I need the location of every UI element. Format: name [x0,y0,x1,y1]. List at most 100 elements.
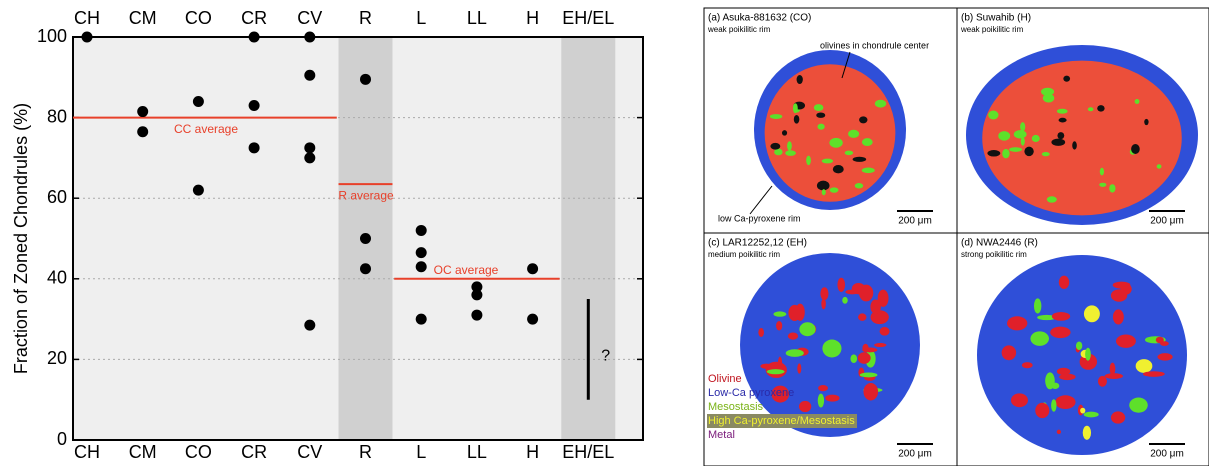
mineral-grain [1051,139,1065,146]
mineral-grain [1007,316,1027,330]
mineral-grain [1011,393,1028,407]
mineral-grain [1160,341,1169,346]
x-tick-label-top: R [359,8,372,28]
scale-label: 200 μm [1150,216,1184,227]
x-tick-label: CO [185,442,212,462]
data-point [416,314,427,325]
x-tick-label: H [526,442,539,462]
mineral-grain [862,138,873,146]
x-tick-label-top: L [416,8,426,28]
scale-label: 200 μm [1150,449,1184,460]
mineral-grain [818,385,828,391]
mineral-grain [1129,398,1148,413]
mineral-grain [799,322,815,336]
mineral-grain [1085,348,1091,361]
y-axis-label: Fraction of Zoned Chondrules (%) [11,103,31,374]
mineral-grain [880,327,890,336]
mineral-grain [1059,276,1069,289]
data-point [416,247,427,258]
mineral-grain [1047,196,1057,202]
mineral-grain [770,114,782,119]
mineral-grain [1009,147,1022,152]
x-tick-label: CH [74,442,100,462]
mineral-grain [822,159,833,164]
mineral-grain [1113,309,1124,324]
mineral-grain [822,340,841,358]
mineral-grain [875,100,886,108]
annotation: low Ca-pyroxene rim [718,213,801,223]
mineral-grain [855,183,863,188]
mineral-grain [782,130,787,135]
data-point [527,314,538,325]
mineral-grain [825,395,839,402]
mineral-grain [774,149,783,156]
panels: (a) Asuka-881632 (CO)weak poikilitic rim… [704,8,1209,466]
y-tick-label: 0 [57,429,67,449]
panel-title: (c) LAR12252,12 (EH) [708,238,807,249]
data-point [360,233,371,244]
x-tick-label-top: H [526,8,539,28]
mineral-grain [1057,132,1064,139]
mineral-grain [1144,119,1148,125]
x-tick-label-top: CM [129,8,157,28]
mineral-grain [1034,298,1041,313]
legend-entry: Low-Ca pyroxene [708,387,794,399]
y-tick-label: 100 [37,26,67,46]
mineral-grain [858,313,866,320]
average-label: CC average [174,122,238,136]
scale-label: 200 μm [898,216,932,227]
x-tick-label-top: CH [74,8,100,28]
mineral-grain [1120,284,1131,295]
mineral-grain [1072,141,1077,149]
mineral-grain [1084,412,1099,418]
data-point [249,142,260,153]
panel-subtitle: medium poikilitic rim [708,250,780,259]
mineral-grain [859,285,873,302]
mineral-grain [850,354,857,363]
range-label: ? [601,348,610,365]
mineral-grain [862,168,875,174]
panel-subtitle: weak poikilitic rim [960,25,1024,34]
mineral-grain [1035,403,1049,418]
x-tick-label-top: EH/EL [562,8,614,28]
data-point [82,32,93,43]
mineral-grain [864,383,879,401]
x-tick-label-top: CR [241,8,267,28]
mineral-grain [1002,345,1016,360]
mineral-grain [1083,426,1091,440]
mineral-grain [758,328,764,337]
mineral-grain [1105,373,1123,379]
mineral-grain [1020,122,1025,131]
y-tick-label: 80 [47,106,67,126]
panel-subtitle: strong poikilitic rim [961,250,1027,259]
data-point [193,185,204,196]
mineral-grain [1116,335,1136,348]
mineral-grain [806,156,811,166]
data-point [304,70,315,81]
data-point [137,126,148,137]
mineral-grain [788,305,800,321]
x-tick-label-top: CO [185,8,212,28]
mineral-grain [833,165,844,173]
x-tick-label: CR [241,442,267,462]
mineral-grain [1055,395,1075,409]
annotation: olivines in chondrule center [820,40,929,50]
mineral-grain [998,131,1010,140]
mineral-grain [1022,362,1033,368]
mineral-grain [842,297,848,304]
mineral-grain [785,150,796,156]
mineral-grain [1057,109,1068,114]
mineral-grain [1052,312,1070,321]
data-point [416,261,427,272]
data-point [249,100,260,111]
average-label: OC average [434,263,499,277]
mineral-grain [1100,168,1104,176]
mineral-grain [860,372,878,377]
x-tick-label-top: CV [297,8,322,28]
mineral-grain [1063,76,1070,82]
mineral-grain [793,103,798,113]
mineral-grain [816,112,825,117]
mineral-grain [1135,99,1140,104]
mineral-grain [794,115,800,124]
